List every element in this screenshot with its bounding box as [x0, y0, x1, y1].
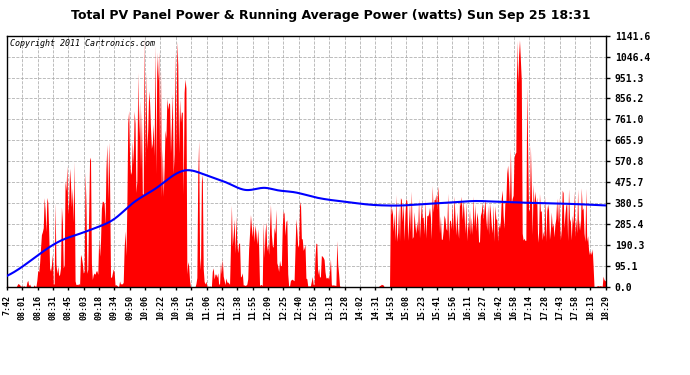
- Text: Copyright 2011 Cartronics.com: Copyright 2011 Cartronics.com: [10, 39, 155, 48]
- Text: Total PV Panel Power & Running Average Power (watts) Sun Sep 25 18:31: Total PV Panel Power & Running Average P…: [72, 9, 591, 22]
